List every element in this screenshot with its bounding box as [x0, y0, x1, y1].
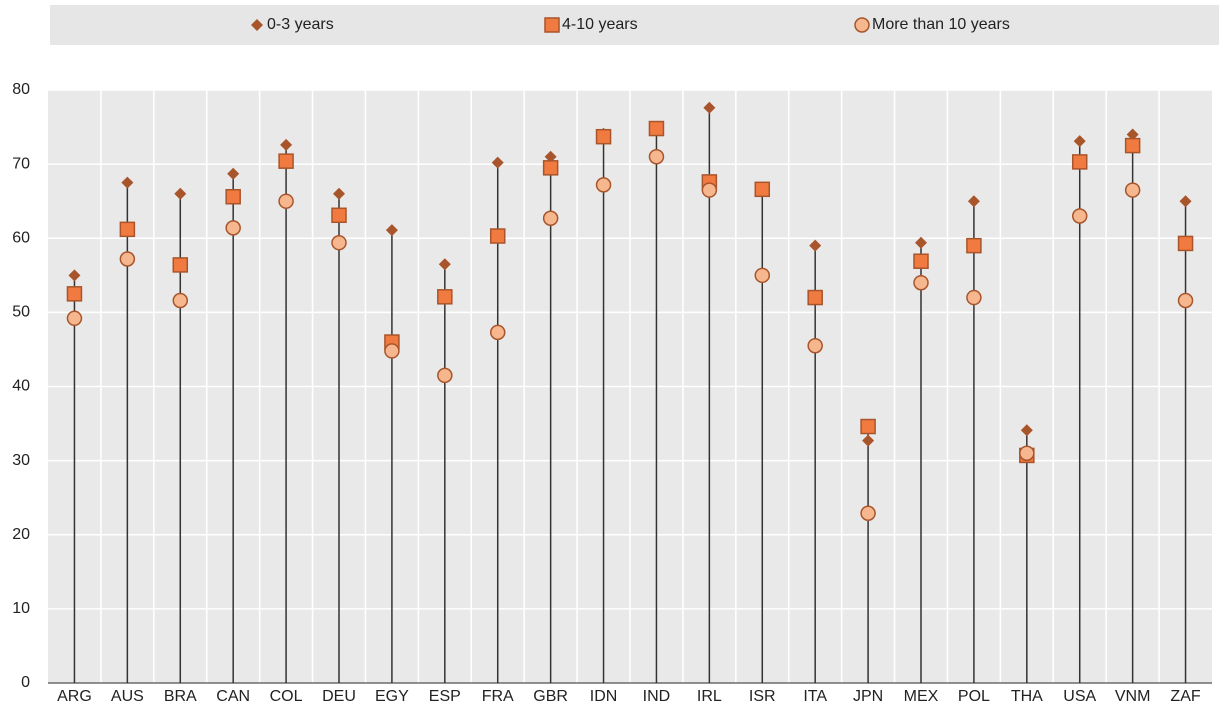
diamond-marker [967, 195, 980, 208]
square-marker [225, 188, 241, 205]
square-marker [1177, 235, 1194, 252]
square-marker [278, 153, 294, 169]
square-marker [489, 228, 506, 244]
square-marker [544, 17, 560, 33]
circle-marker [595, 177, 612, 193]
diamond-marker [915, 236, 927, 249]
x-tick-label: JPN [853, 688, 883, 705]
square-marker [542, 160, 559, 176]
square-marker [966, 237, 982, 254]
diamond-marker [1126, 128, 1139, 141]
square-marker [595, 128, 612, 145]
circle-marker [701, 182, 718, 198]
square-marker [648, 120, 665, 137]
circle-marker [542, 210, 559, 226]
y-tick-label: 70 [12, 155, 30, 172]
x-tick-label: AUS [111, 688, 144, 705]
diamond-marker [385, 224, 398, 237]
legend-label: 0-3 years [267, 16, 334, 33]
circle-marker [437, 367, 453, 384]
circle-marker [66, 310, 83, 327]
x-tick-label: BRA [164, 688, 197, 705]
circle-marker [807, 337, 823, 354]
x-tick-label: CAN [216, 688, 250, 705]
y-tick-label: 40 [12, 378, 30, 395]
x-tick-label: IND [643, 688, 671, 705]
square-marker [754, 181, 771, 198]
x-tick-label: ITA [803, 688, 827, 705]
diamond-marker [491, 156, 504, 169]
square-marker [913, 253, 929, 269]
circle-marker [854, 17, 870, 33]
diamond-marker [1073, 135, 1086, 148]
square-marker [1124, 137, 1141, 154]
x-tick-label: MEX [904, 688, 939, 705]
diamond-marker [280, 138, 293, 151]
diamond-marker [1179, 195, 1192, 208]
circle-marker [331, 234, 347, 251]
circle-marker [913, 274, 929, 291]
x-tick-label: THA [1011, 688, 1043, 705]
circle-marker [860, 505, 876, 522]
x-tick-label: ARG [57, 688, 92, 705]
x-tick-label: ISR [749, 688, 776, 705]
diamond-marker [1020, 424, 1033, 437]
diamond-marker [544, 150, 557, 163]
x-tick-label: ESP [429, 688, 461, 705]
square-marker [807, 289, 823, 306]
circle-marker [648, 148, 665, 165]
circle-marker [1124, 182, 1141, 198]
circle-marker [1019, 445, 1035, 461]
y-tick-label: 20 [12, 526, 30, 543]
square-marker [66, 286, 83, 302]
diamond-marker [703, 101, 716, 114]
diamond-marker [438, 258, 451, 271]
diamond-marker [68, 269, 81, 282]
y-tick-label: 10 [12, 600, 30, 617]
legend-box [50, 5, 1219, 45]
circle-marker [966, 289, 982, 306]
diamond-marker [227, 167, 240, 180]
circle-marker [278, 193, 294, 209]
x-tick-label: GBR [533, 688, 568, 705]
y-tick-label: 80 [12, 81, 30, 98]
legend-label: More than 10 years [872, 16, 1010, 33]
diamond-marker [121, 176, 134, 189]
x-tick-label: DEU [322, 688, 356, 705]
y-tick-label: 50 [12, 304, 30, 321]
square-marker [172, 257, 189, 273]
circle-marker [1071, 208, 1088, 224]
circle-marker [119, 251, 136, 267]
x-tick-label: COL [270, 688, 303, 705]
y-tick-label: 60 [12, 229, 30, 246]
diamond-marker [174, 187, 187, 200]
square-marker [331, 207, 347, 224]
x-tick-label: FRA [482, 688, 514, 705]
circle-marker [172, 292, 189, 309]
x-tick-label: USA [1063, 688, 1096, 705]
x-tick-label: POL [958, 688, 990, 705]
circle-marker [384, 343, 400, 359]
x-tick-label: IDN [590, 688, 618, 705]
circle-marker [489, 324, 506, 341]
square-marker [437, 289, 453, 305]
circle-marker [225, 220, 241, 236]
x-tick-label: IRL [697, 688, 722, 705]
square-marker [1071, 154, 1088, 170]
x-tick-label: ZAF [1170, 688, 1200, 705]
diamond-marker [809, 239, 822, 252]
circle-marker [754, 267, 771, 284]
circle-marker [1177, 292, 1194, 309]
diamond-marker [333, 187, 345, 200]
x-tick-label: VNM [1115, 688, 1151, 705]
y-tick-label: 30 [12, 452, 30, 469]
square-marker [119, 221, 136, 238]
square-marker [860, 418, 876, 435]
diamond-marker [862, 434, 875, 447]
diamond-marker [251, 19, 263, 31]
y-tick-label: 0 [21, 674, 30, 691]
x-tick-label: EGY [375, 688, 409, 705]
legend-label: 4-10 years [562, 16, 638, 33]
